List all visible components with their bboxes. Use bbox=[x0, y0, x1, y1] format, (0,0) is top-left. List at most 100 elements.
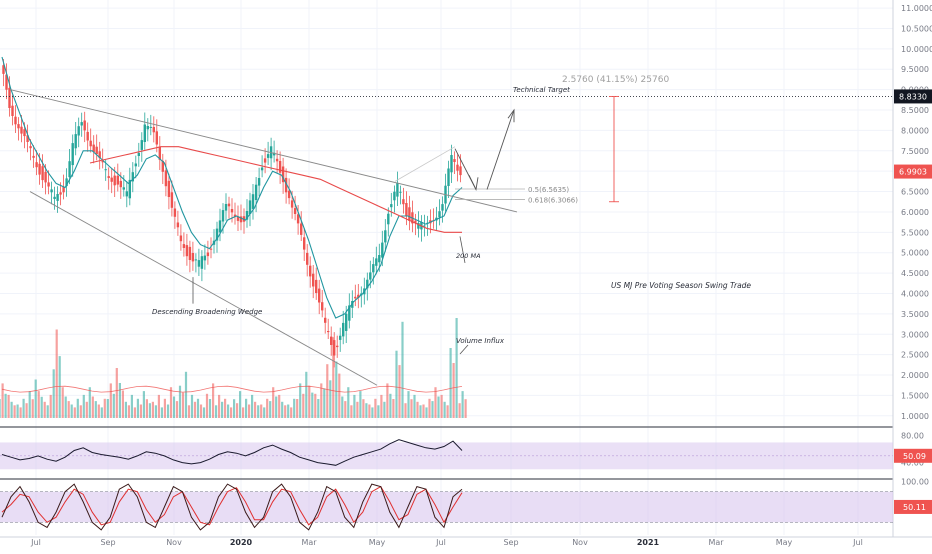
candle-body bbox=[68, 161, 71, 178]
volume-bar bbox=[275, 396, 278, 418]
candle-body bbox=[251, 194, 255, 209]
ma-arrow bbox=[459, 236, 466, 263]
candle-body bbox=[5, 74, 8, 90]
volume-bar bbox=[181, 392, 185, 418]
volume-influx-label: Volume Influx bbox=[456, 337, 505, 345]
time-tick-label: Mar bbox=[301, 538, 317, 547]
candle-body bbox=[447, 168, 450, 186]
volume-bar bbox=[19, 407, 22, 418]
candle-body bbox=[200, 256, 204, 269]
candle-body bbox=[119, 180, 122, 188]
candle-body bbox=[236, 216, 240, 221]
candle-body bbox=[44, 171, 47, 183]
candle-body bbox=[29, 146, 32, 149]
volume-bar bbox=[320, 383, 323, 418]
volume-bar bbox=[266, 398, 269, 418]
price-tick-label: 10.0000 bbox=[901, 45, 932, 54]
volume-bar bbox=[184, 371, 188, 418]
volume-bar bbox=[169, 387, 173, 418]
candle-body bbox=[107, 176, 110, 178]
last-price-tag bbox=[894, 164, 932, 179]
candle-body bbox=[155, 131, 158, 145]
candle-body bbox=[408, 207, 411, 221]
candles bbox=[2, 59, 462, 368]
candle-body bbox=[158, 146, 161, 160]
volume-bar bbox=[178, 385, 182, 418]
price-tick-label: 10.5000 bbox=[901, 24, 932, 33]
volume-bar bbox=[109, 383, 112, 418]
rsi-tick-label: 40.00 bbox=[901, 459, 924, 468]
volume-bar bbox=[151, 401, 154, 418]
stoch-k-line bbox=[1, 483, 463, 531]
candle-body bbox=[438, 211, 441, 218]
candle-body bbox=[324, 317, 327, 323]
candle-body bbox=[218, 220, 222, 233]
volume-bar bbox=[341, 396, 344, 418]
volume-bar bbox=[142, 391, 145, 418]
volume-bar bbox=[148, 403, 151, 418]
target-price-tag-text: 8.8330 bbox=[899, 92, 927, 101]
volume-bar bbox=[293, 398, 296, 418]
volume-bar bbox=[407, 391, 410, 418]
volume-bar bbox=[314, 393, 317, 418]
volume-ma-line bbox=[1, 385, 463, 393]
volume-bar bbox=[362, 399, 365, 418]
candle-body bbox=[80, 122, 83, 126]
volume-bar bbox=[464, 399, 467, 418]
projection-arrowhead-up bbox=[507, 108, 515, 123]
volume-bar bbox=[254, 401, 257, 418]
volume-bar bbox=[133, 407, 136, 418]
candle-body bbox=[230, 209, 234, 213]
candle-body bbox=[125, 191, 128, 197]
time-tick-label: May bbox=[776, 538, 793, 547]
volume-bar bbox=[230, 407, 233, 418]
candle-body bbox=[53, 196, 56, 199]
candle-body bbox=[170, 192, 174, 208]
volume-bar bbox=[100, 407, 103, 418]
volume-bar bbox=[284, 405, 287, 418]
volume-bar bbox=[127, 405, 130, 418]
volume-bar bbox=[10, 401, 13, 418]
projection-arrowhead-down bbox=[468, 175, 479, 191]
volume-bar bbox=[106, 399, 109, 418]
volume-bar bbox=[368, 404, 371, 418]
time-tick-label: Jul bbox=[435, 538, 446, 547]
candle-body bbox=[215, 228, 219, 241]
volume-bar bbox=[64, 396, 67, 418]
volume-bar bbox=[353, 394, 356, 418]
volume-bar bbox=[175, 401, 179, 418]
candle-body bbox=[23, 129, 26, 137]
volume-bar bbox=[212, 383, 215, 418]
volume-bar bbox=[422, 404, 425, 418]
volume-bar bbox=[172, 396, 176, 418]
volume-bar bbox=[446, 405, 449, 418]
volume-bar bbox=[7, 394, 10, 418]
volume-bar bbox=[76, 398, 79, 418]
volume-bar bbox=[70, 404, 73, 418]
candle-body bbox=[92, 144, 95, 152]
candle-body bbox=[312, 273, 315, 287]
candle-body bbox=[453, 159, 456, 162]
fib-0.5-label: 0.5(6.5635) bbox=[528, 186, 569, 194]
candle-body bbox=[456, 164, 459, 171]
volume-bar bbox=[458, 403, 461, 418]
volume-bar bbox=[94, 401, 97, 418]
volume-bar bbox=[380, 394, 383, 418]
volume-bar bbox=[52, 369, 55, 418]
volume-bar bbox=[16, 404, 19, 418]
candle-body bbox=[450, 155, 453, 173]
volume-bar bbox=[431, 401, 434, 418]
candle-body bbox=[399, 191, 402, 193]
volume-bar bbox=[308, 385, 311, 418]
time-tick-label: Sep bbox=[503, 538, 518, 547]
candle-body bbox=[372, 264, 375, 273]
candle-body bbox=[287, 190, 291, 199]
volume-bar bbox=[4, 393, 7, 418]
volume-bar bbox=[218, 394, 221, 418]
volume-bar bbox=[419, 405, 422, 418]
candle-body bbox=[284, 177, 288, 193]
volume-bar bbox=[395, 350, 398, 418]
candle-body bbox=[330, 336, 333, 345]
volume-bar bbox=[205, 393, 209, 418]
